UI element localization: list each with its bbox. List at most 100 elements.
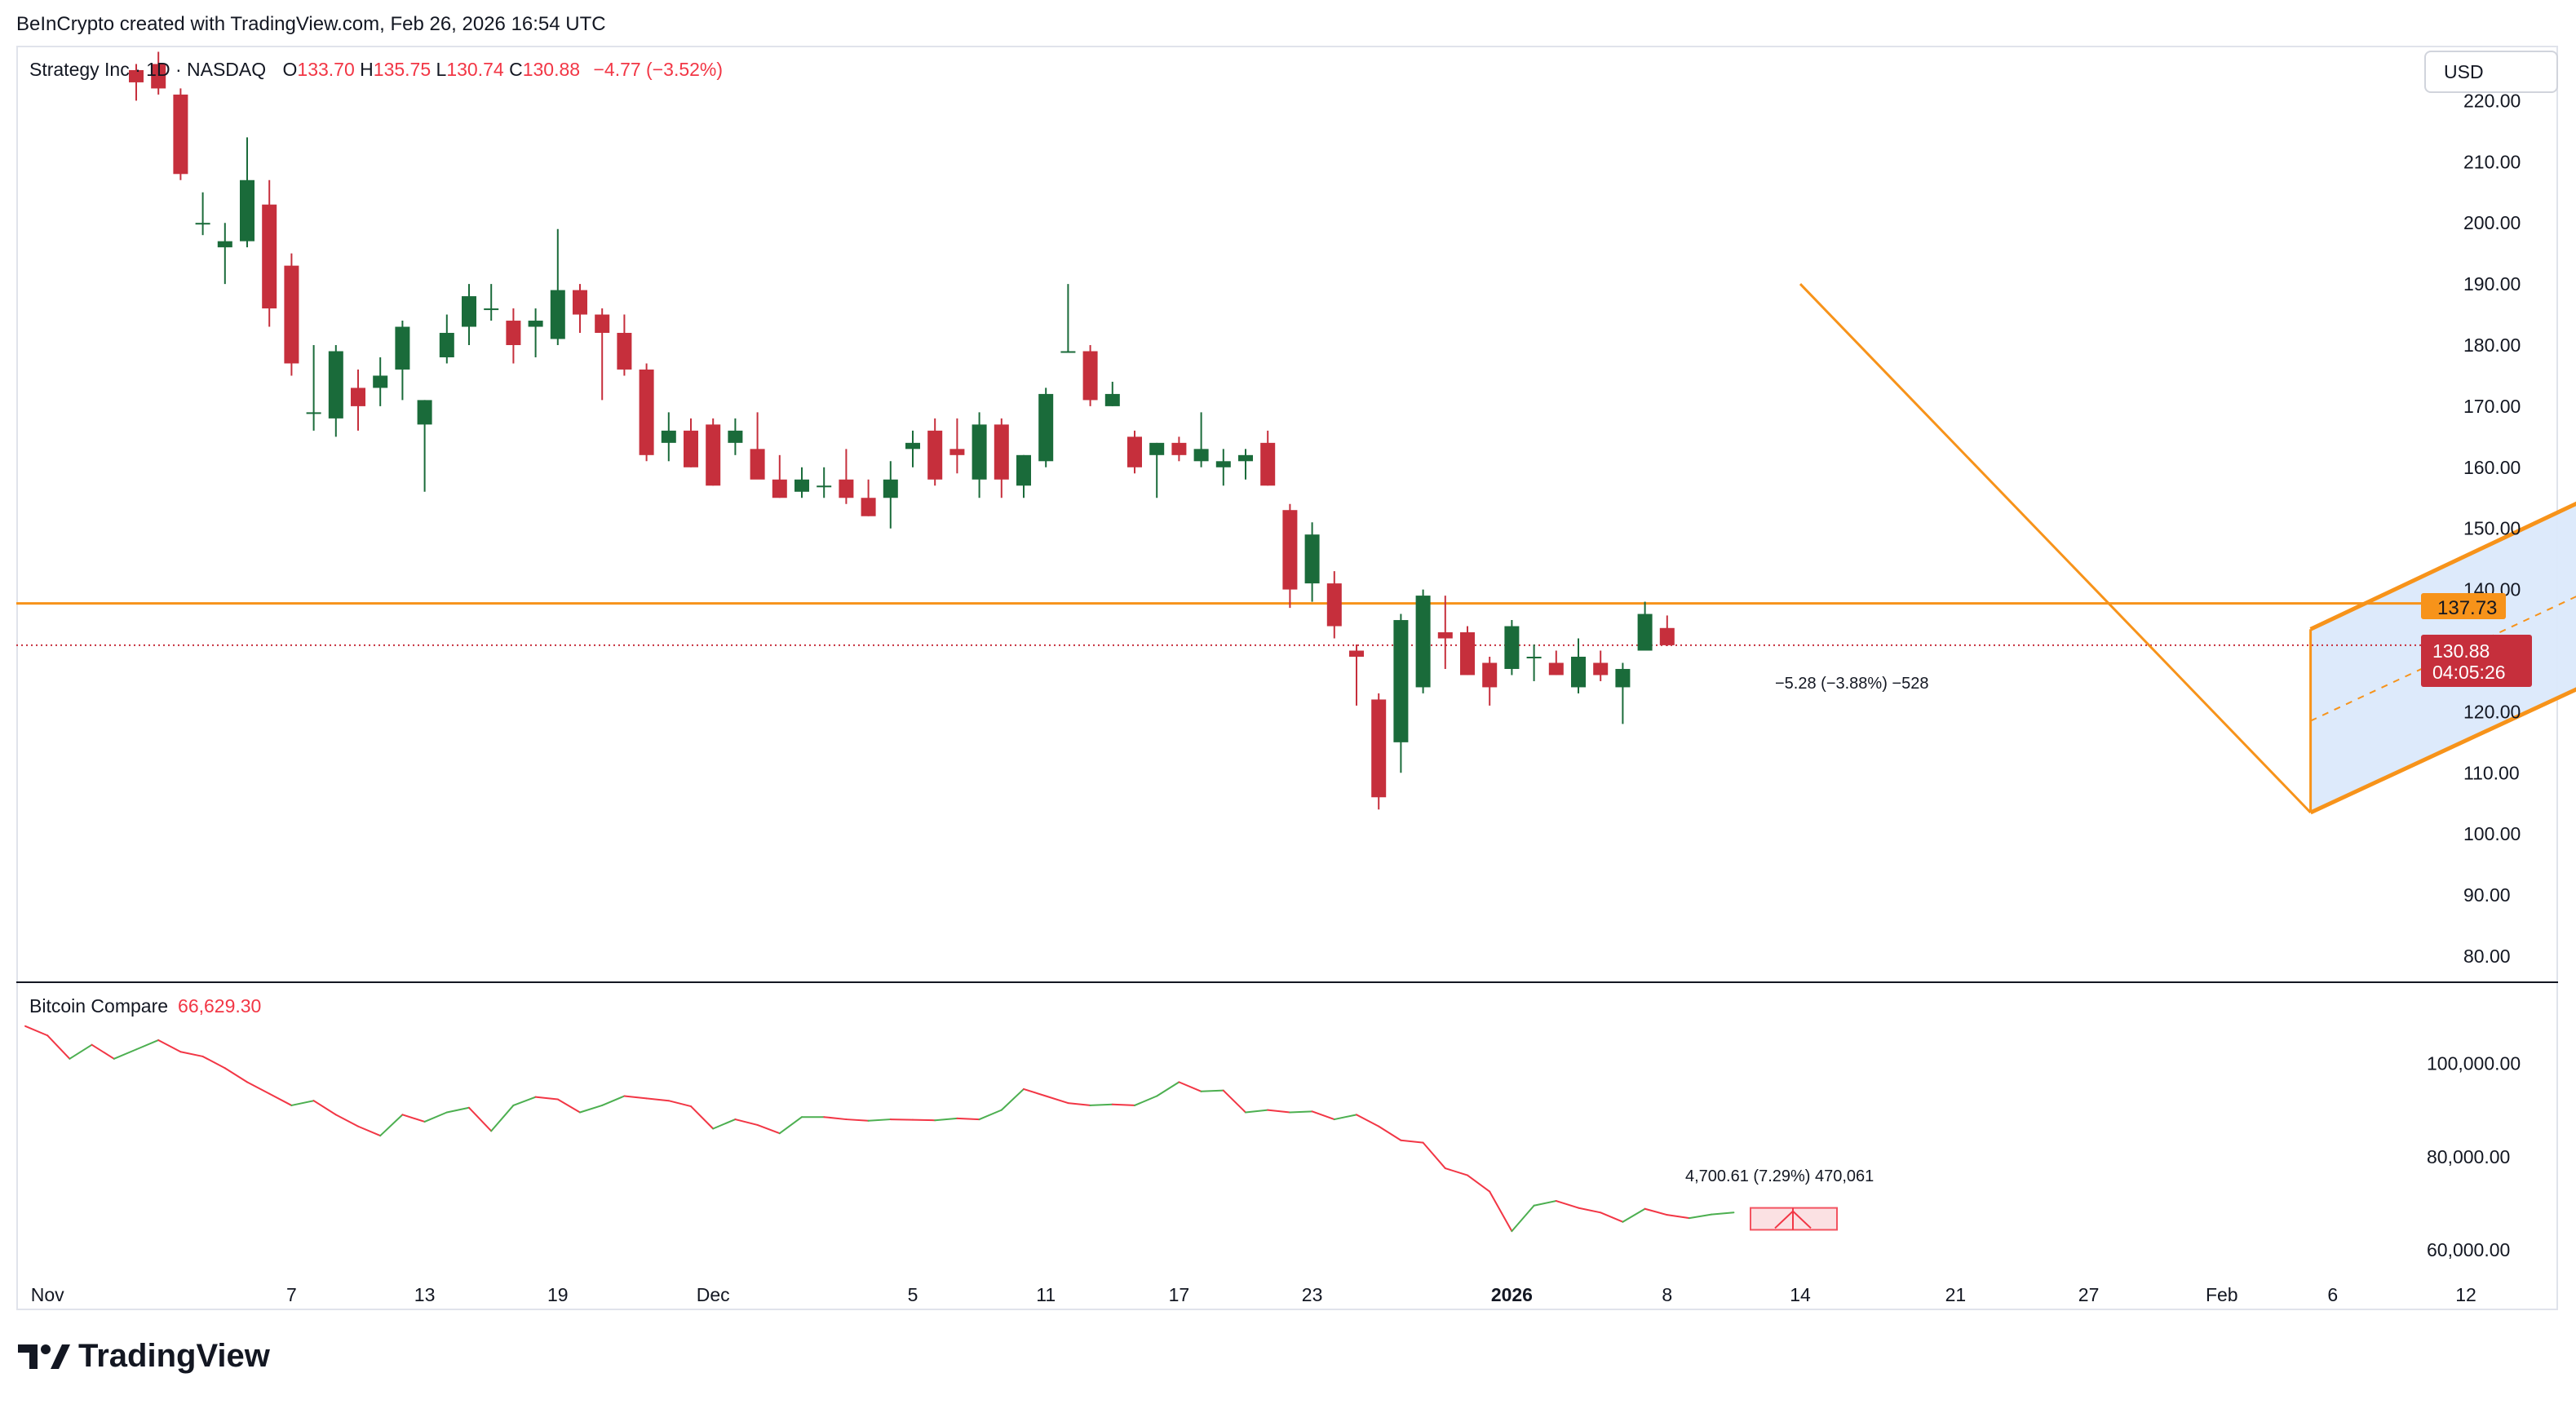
candle: [750, 412, 765, 480]
candle: [1659, 615, 1675, 646]
btc-line-segment: [712, 1118, 737, 1130]
btc-line-segment: [357, 1125, 382, 1137]
candle-body: [240, 179, 255, 241]
btc-line-segment: [1489, 1190, 1513, 1233]
close-label: C: [509, 59, 523, 80]
tradingview-logo-icon: [18, 1344, 70, 1369]
candle: [151, 51, 166, 95]
candle: [1593, 650, 1609, 681]
ascending-channel[interactable]: [2310, 315, 2576, 813]
btc-line-segment: [1689, 1213, 1713, 1220]
candle: [839, 449, 854, 504]
candle-body: [173, 94, 188, 175]
candle-body: [328, 351, 343, 419]
btc-line-segment: [1356, 1114, 1380, 1127]
candle: [1504, 620, 1520, 675]
candle-body: [994, 424, 1009, 480]
candle: [439, 314, 454, 364]
open-value: 133.70: [297, 59, 355, 80]
btc-line-segment: [379, 1114, 404, 1137]
time-tick-label: 19: [547, 1284, 569, 1305]
candle: [417, 400, 432, 492]
candle: [240, 137, 255, 248]
btc-line-segment: [445, 1106, 470, 1114]
btc-range-annotation: 4,700.61 (7.29%) 470,061: [1685, 1167, 1874, 1185]
bitcoin-compare-pane: 60,000.00 80,000.00 100,000.00: [24, 1025, 2521, 1260]
currency-button[interactable]: USD: [2424, 51, 2558, 93]
btc-line-segment: [312, 1100, 337, 1116]
ohlc-values: O133.70 H135.75 L130.74 C130.88: [283, 59, 581, 80]
candle: [1215, 449, 1231, 486]
compare-name[interactable]: Bitcoin Compare: [29, 995, 169, 1017]
btc-line-segment: [1400, 1139, 1424, 1144]
price-range-annotation: −5.28 (−3.88%) −528: [1775, 675, 1928, 693]
candle: [883, 461, 898, 529]
low-value: 130.74: [446, 59, 504, 80]
candle: [706, 418, 721, 486]
btc-line-segment: [1311, 1110, 1335, 1121]
price-tick-label: 100.00: [2463, 823, 2521, 844]
btc-line-segment: [1666, 1214, 1690, 1220]
candle-body: [284, 265, 299, 364]
btc-line-segment: [1245, 1109, 1269, 1114]
compare-value: 66,629.30: [178, 995, 262, 1017]
price-tick-label: 120.00: [2463, 701, 2521, 722]
candle: [1060, 284, 1076, 353]
channel-lower-line: [2309, 687, 2576, 815]
btc-line-segment: [1711, 1211, 1735, 1216]
btc-line-segment: [69, 1043, 93, 1060]
price-tick-label: 190.00: [2463, 273, 2521, 295]
candle-body: [151, 64, 166, 89]
time-tick-label: 17: [1169, 1284, 1190, 1305]
candle-body: [706, 424, 721, 486]
btc-line-segment: [1045, 1095, 1069, 1105]
candle-body: [661, 430, 676, 443]
btc-line-segment: [334, 1114, 359, 1127]
btc-line-segment: [1467, 1174, 1491, 1193]
price-tick-label: 200.00: [2463, 212, 2521, 233]
time-tick-label: 21: [1945, 1284, 1967, 1305]
symbol-name[interactable]: Strategy Inc · 1D · NASDAQ: [29, 59, 267, 80]
bitcoin-compare-legend[interactable]: Bitcoin Compare 66,629.30: [29, 995, 261, 1017]
tradingview-logo[interactable]: TradingView: [18, 1338, 270, 1375]
time-tick-label: 7: [286, 1284, 297, 1305]
time-axis[interactable]: Nov71319Dec511172320268142127Feb61219Mar…: [31, 1284, 2576, 1305]
price-tick-label: 90.00: [2463, 884, 2511, 906]
btc-line-segment: [756, 1123, 781, 1135]
candle: [217, 223, 232, 285]
candle: [1193, 412, 1209, 467]
btc-line-segment: [978, 1109, 1003, 1121]
candle-body: [1504, 626, 1520, 669]
candle-body: [905, 442, 920, 450]
btc-line-segment: [1000, 1087, 1025, 1111]
time-tick-label: 14: [1790, 1284, 1811, 1305]
candle: [506, 308, 521, 364]
high-label: H: [360, 59, 374, 80]
price-tick-label: 180.00: [2463, 334, 2521, 356]
symbol-legend[interactable]: Strategy Inc · 1D · NASDAQ O133.70 H135.…: [29, 59, 723, 81]
candle: [661, 412, 676, 462]
btc-line-segment: [135, 1039, 160, 1051]
candle-body: [972, 424, 987, 480]
price-tick-label: 170.00: [2463, 396, 2521, 417]
candle: [772, 454, 787, 498]
candle-body: [750, 449, 765, 480]
candle: [1460, 626, 1475, 675]
candle-body: [883, 479, 898, 498]
btc-line-segment: [1600, 1211, 1624, 1223]
candle: [1393, 613, 1409, 773]
btc-line-segment: [1156, 1081, 1180, 1097]
candle-body: [506, 321, 521, 345]
low-label: L: [436, 59, 447, 80]
candle: [195, 192, 210, 236]
btc-line-segment: [224, 1067, 248, 1083]
candle: [573, 284, 587, 334]
btc-range-arrowhead: [1774, 1210, 1812, 1229]
btc-line-segment: [690, 1105, 715, 1130]
btc-tick-label: 100,000.00: [2427, 1053, 2521, 1074]
candle-body: [1282, 510, 1298, 590]
price-axis[interactable]: 80.0090.00100.00110.00120.00130.00140.00…: [16, 90, 2558, 983]
candle: [994, 418, 1009, 498]
time-tick-label: 8: [1662, 1284, 1672, 1305]
